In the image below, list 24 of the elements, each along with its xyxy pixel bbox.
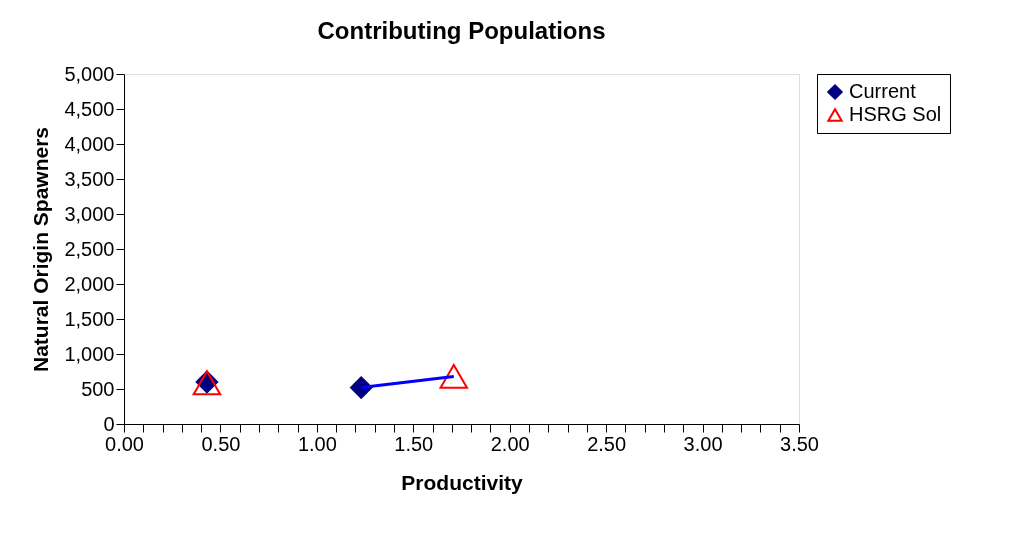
x-tick-label: 2.00 (490, 432, 530, 455)
x-tick-label: 3.50 (780, 432, 819, 455)
y-tick-label: 4,500 (64, 97, 115, 120)
legend-label: Current (849, 80, 917, 102)
chart-title: Contributing Populations (317, 17, 606, 44)
x-tick-label: 0.00 (105, 432, 144, 455)
x-tick-label: 1.50 (394, 432, 434, 455)
x-axis-title: Productivity (401, 470, 523, 494)
y-tick-label: 1,500 (64, 307, 115, 330)
y-tick-label: 3,500 (64, 167, 115, 190)
legend-label: HSRG Sol (849, 103, 942, 125)
y-tick-label: 5,000 (64, 62, 115, 85)
x-tick-label: 0.50 (201, 432, 241, 455)
y-tick-label: 500 (81, 377, 115, 400)
x-tick-label: 3.00 (683, 432, 723, 455)
y-tick-label: 4,000 (64, 132, 115, 155)
y-axis-title: Natural Origin Spawners (29, 126, 53, 373)
y-tick-label: 1,000 (64, 342, 115, 365)
y-tick-label: 2,500 (64, 237, 115, 260)
x-tick-label: 2.50 (587, 432, 627, 455)
y-tick-label: 3,000 (64, 202, 115, 225)
y-tick-label: 2,000 (64, 272, 115, 295)
x-tick-label: 1.00 (297, 432, 337, 455)
y-tick-label: 0 (103, 412, 115, 435)
